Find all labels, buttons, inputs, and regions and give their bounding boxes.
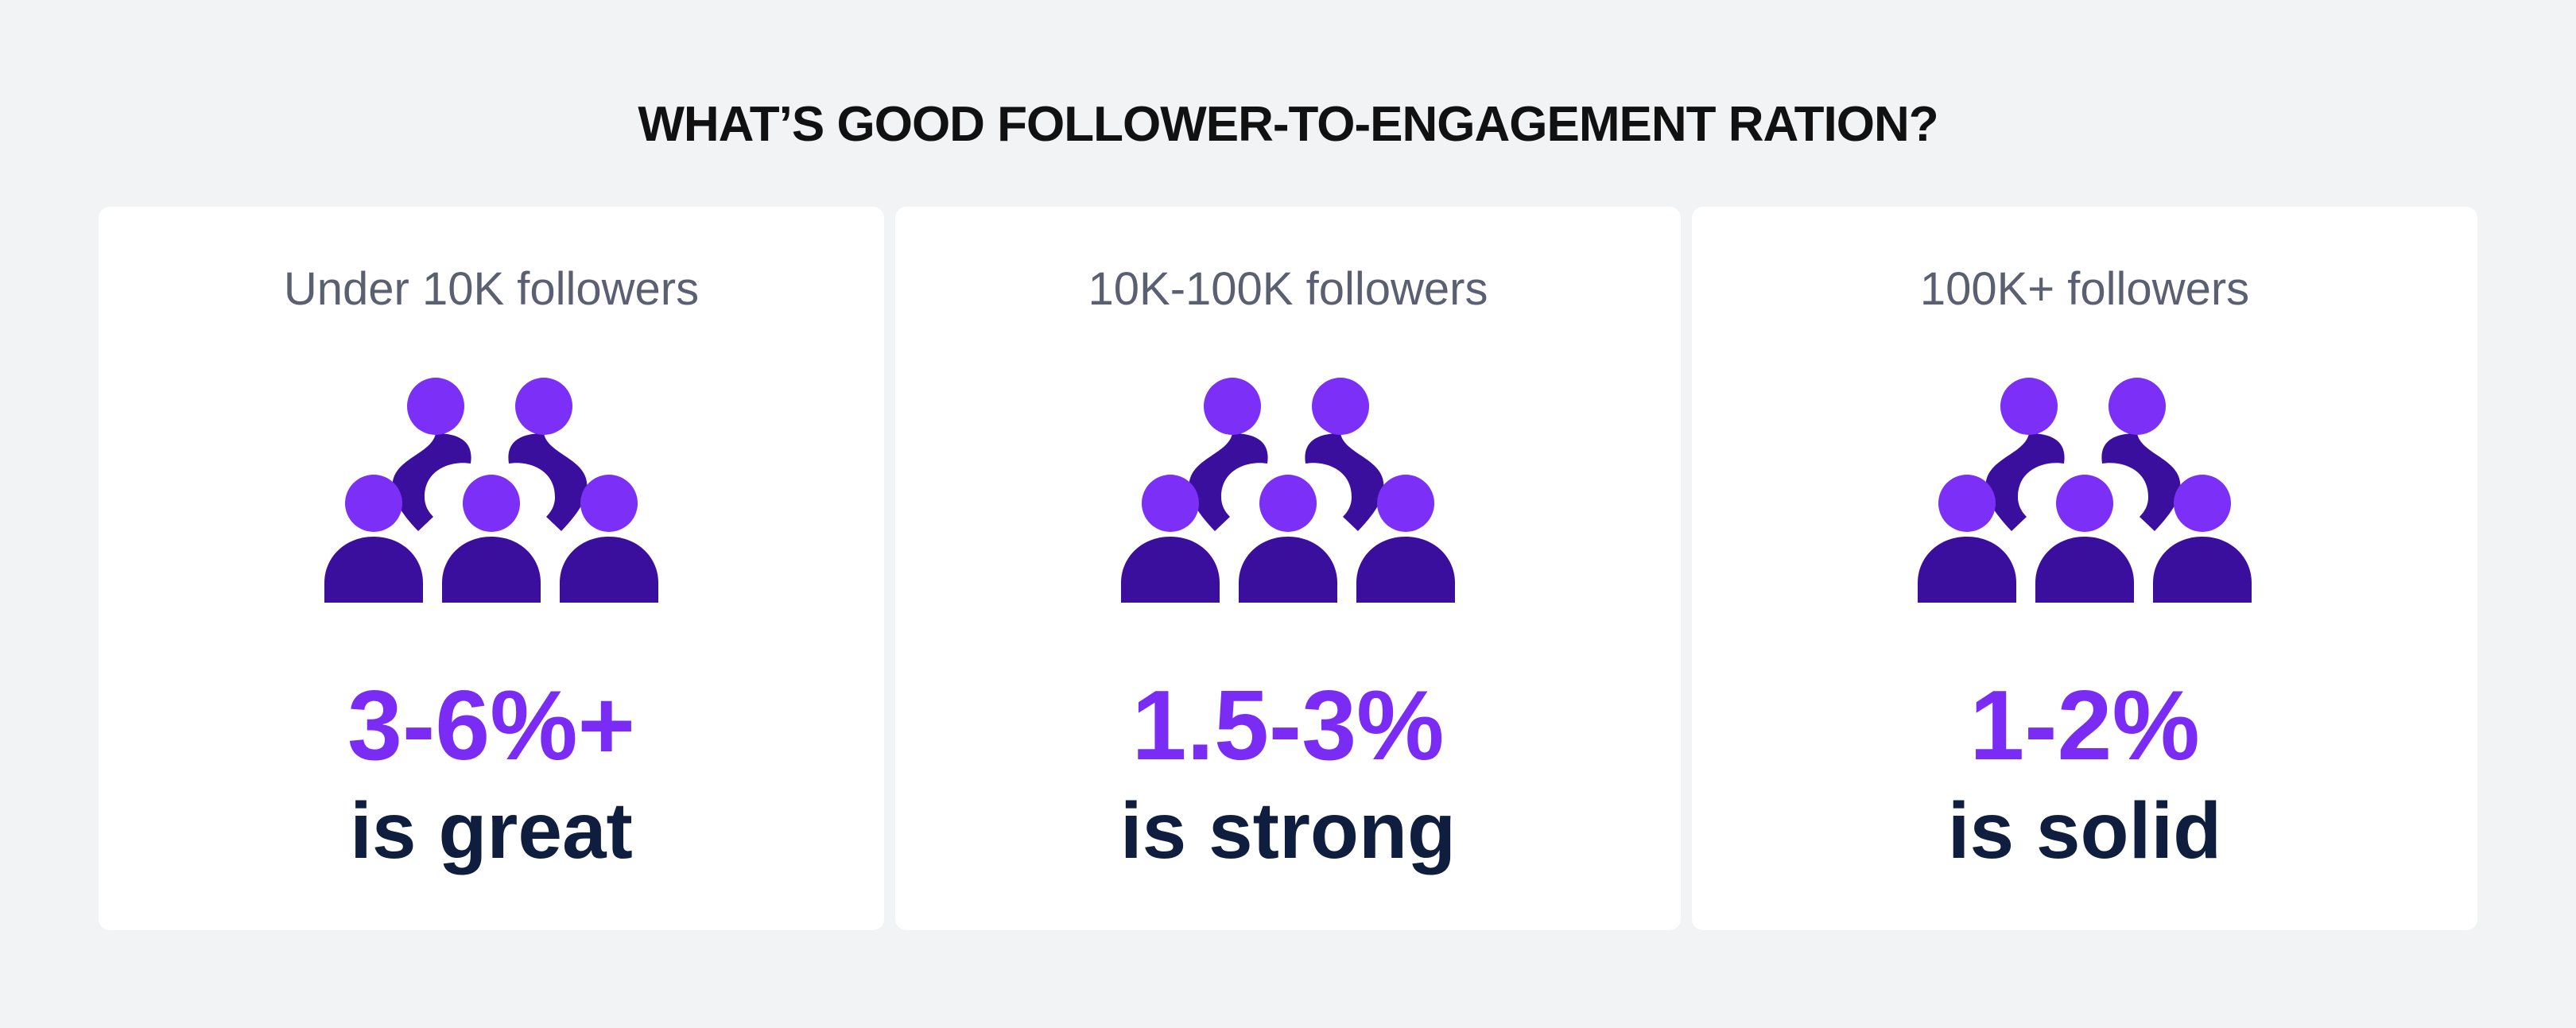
tier-label: 10K-100K followers <box>1088 263 1488 315</box>
engagement-rate: 3-6%+ <box>347 671 635 781</box>
group-of-people-icon <box>324 378 658 604</box>
tier-card-100k-plus: 100K+ followers 1-2% i <box>1692 207 2477 930</box>
page-title: WHAT’S GOOD FOLLOWER-TO-ENGAGEMENT RATIO… <box>638 97 1938 152</box>
engagement-verdict: is strong <box>1119 786 1457 875</box>
tier-label: Under 10K followers <box>283 263 700 315</box>
group-of-people-icon <box>1918 378 2252 604</box>
engagement-verdict: is great <box>350 786 633 875</box>
group-of-people-icon <box>1121 378 1455 604</box>
tier-card-under-10k: Under 10K followers 3-6%+ <box>99 207 884 930</box>
tier-cards: Under 10K followers 3-6%+ <box>99 207 2479 930</box>
engagement-rate: 1-2% <box>1969 671 2200 781</box>
engagement-verdict: is solid <box>1947 786 2222 875</box>
tier-card-10k-100k: 10K-100K followers 1.5-3% <box>895 207 1681 930</box>
engagement-rate: 1.5-3% <box>1131 671 1445 781</box>
tier-label: 100K+ followers <box>1919 263 2250 315</box>
